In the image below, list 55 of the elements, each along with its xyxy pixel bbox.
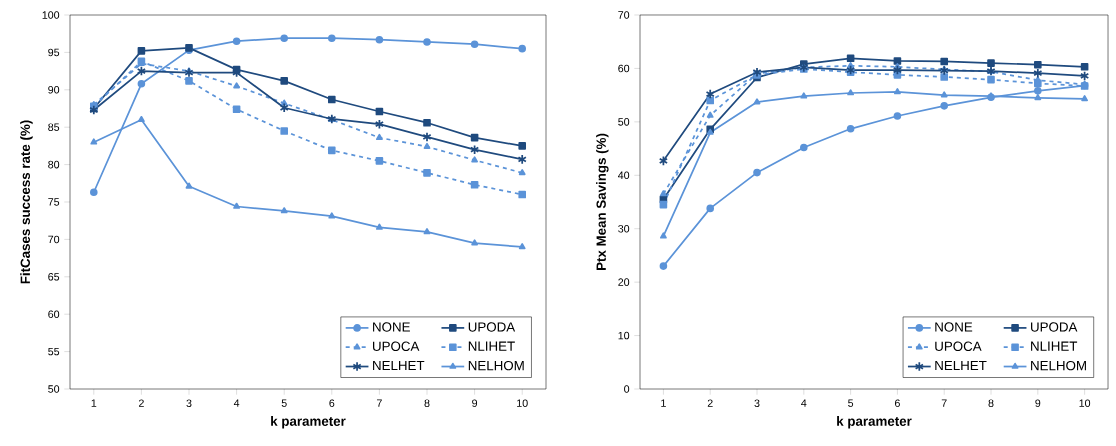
y-tick-label: 50 (618, 118, 630, 126)
y-tick-label: 55 (48, 347, 60, 356)
legend-label: UPOCA (373, 341, 420, 351)
y-tick-label: 10 (618, 331, 630, 340)
y-tick-label: 90 (48, 86, 60, 94)
x-tick-label: 5 (848, 399, 854, 407)
legend-label: UPODA (468, 322, 516, 332)
y-tick-label: 40 (617, 171, 630, 180)
legend-label: NELHET (373, 360, 425, 371)
y-tick-label: 30 (618, 224, 630, 233)
x-tick-label: 2 (707, 399, 713, 407)
x-axis-title: k parameter (837, 416, 912, 429)
legend-label: NELHET (935, 360, 987, 371)
y-tick-label: 100 (42, 11, 60, 19)
x-tick-label: 8 (424, 399, 430, 407)
y-axis-title: Ptx Mean Savings (%) (596, 133, 609, 271)
x-tick-label: 4 (801, 399, 807, 407)
x-tick-label: 4 (233, 399, 240, 407)
y-axis-title: FitCases success rate (%) (20, 120, 33, 284)
x-tick-label: 7 (376, 399, 382, 407)
x-tick-label: 6 (329, 399, 335, 407)
y-tick-label: 95 (48, 48, 60, 57)
x-axis-title: k parameter (271, 416, 346, 429)
y-tick-label: 70 (618, 11, 630, 19)
y-tick-label: 85 (48, 123, 60, 131)
x-tick-label: 7 (941, 399, 947, 407)
x-tick-label: 10 (1079, 399, 1091, 407)
y-tick-label: 0 (624, 385, 630, 393)
legend-label: NONE (935, 322, 973, 332)
legend-label: UPODA (1031, 322, 1078, 332)
x-tick-label: 8 (988, 399, 994, 407)
y-tick-label: 65 (48, 273, 60, 281)
y-tick-label: 70 (48, 235, 60, 244)
x-tick-label: 9 (472, 399, 478, 407)
y-tick-label: 20 (618, 278, 630, 286)
y-tick-label: 80 (48, 160, 60, 169)
legend-label: NELHOM (468, 360, 524, 371)
y-tick-label: 50 (48, 385, 60, 393)
legend-label: UPOCA (935, 341, 982, 351)
y-tick-label: 60 (48, 310, 60, 318)
legend-label: NLIHET (1031, 341, 1078, 351)
x-tick-label: 1 (91, 399, 97, 407)
x-tick-label: 1 (661, 399, 666, 407)
y-tick-label: 60 (618, 64, 630, 73)
x-tick-label: 3 (186, 399, 192, 407)
legend-label: NONE (373, 322, 410, 332)
x-tick-label: 9 (1035, 399, 1041, 407)
legend-label: NELHOM (1031, 360, 1086, 371)
x-tick-label: 10 (517, 399, 528, 407)
x-tick-label: 5 (281, 399, 287, 407)
y-tick-label: 75 (48, 198, 60, 206)
x-tick-label: 2 (138, 399, 144, 407)
legend-label: NLIHET (468, 341, 515, 351)
x-tick-label: 6 (894, 399, 900, 407)
x-tick-label: 3 (754, 399, 760, 407)
